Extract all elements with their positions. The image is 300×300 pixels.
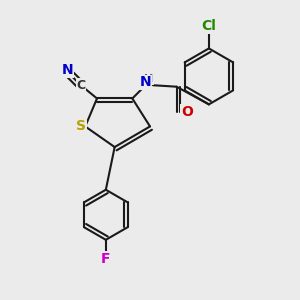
Text: H: H [144, 74, 153, 84]
Text: Cl: Cl [202, 19, 216, 33]
Text: O: O [181, 105, 193, 119]
Text: F: F [101, 252, 111, 266]
Text: N: N [140, 75, 152, 89]
Text: C: C [76, 79, 86, 92]
Text: N: N [62, 64, 74, 77]
Text: S: S [76, 119, 86, 134]
